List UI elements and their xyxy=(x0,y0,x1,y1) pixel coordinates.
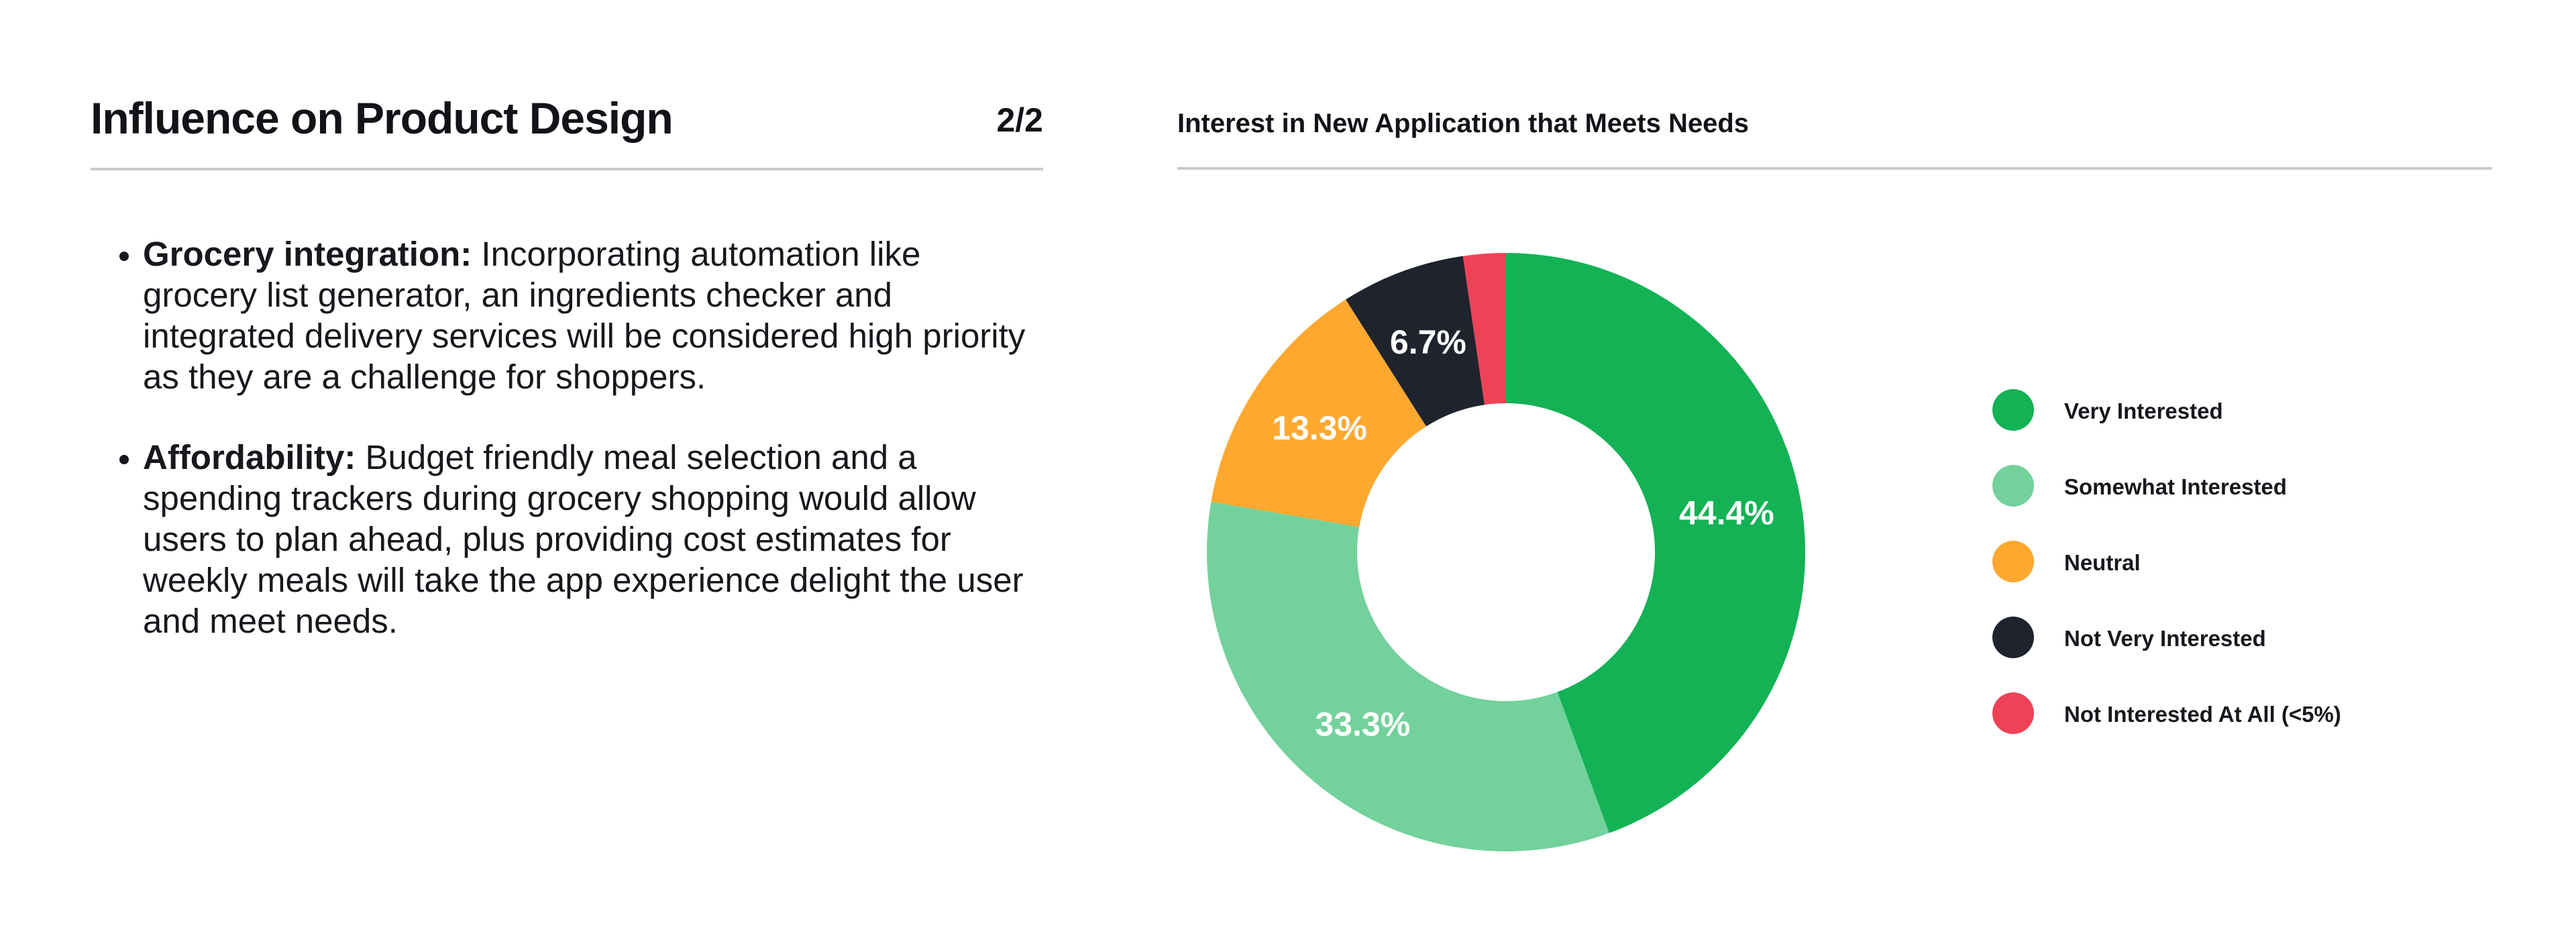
bullet-lead: Grocery integration: xyxy=(143,235,472,273)
bullet-affordability: Affordability: Budget friendly meal sele… xyxy=(143,437,1043,641)
donut-slice-very-interested xyxy=(1506,253,1805,833)
slice-label-neutral: 13.3% xyxy=(1272,409,1367,447)
legend-swatch xyxy=(1992,541,2034,582)
legend-label: Neutral xyxy=(2064,550,2141,575)
legend-swatch xyxy=(1992,692,2034,734)
legend-label: Not Very Interested xyxy=(2064,626,2266,651)
donut-slice-neutral xyxy=(1211,299,1427,527)
slice-label-very-interested: 44.4% xyxy=(1679,494,1774,532)
slide-header: Influence on Product Design 2/2 xyxy=(91,87,1043,170)
slice-label-somewhat-interested: 33.3% xyxy=(1315,706,1410,743)
legend-item-not-interested-at-all-5: Not Interested At All (<5%) xyxy=(1992,692,2475,734)
chart-title: Interest in New Application that Meets N… xyxy=(1177,109,1750,138)
donut-chart: 44.4% 33.3% 13.3% 6.7% xyxy=(1207,253,1805,851)
legend-item-somewhat-interested: Somewhat Interested xyxy=(1992,465,2475,507)
legend-label: Very Interested xyxy=(2064,399,2223,423)
legend-swatch xyxy=(1992,617,2034,658)
legend-item-neutral: Neutral xyxy=(1992,541,2475,582)
bullet-grocery-integration: Grocery integration: Incorporating autom… xyxy=(143,233,1043,397)
chart-header: Interest in New Application that Meets N… xyxy=(1177,87,2492,170)
slice-label-not-very-interested: 6.7% xyxy=(1390,323,1466,361)
page-title: Influence on Product Design xyxy=(91,93,674,143)
legend-item-not-very-interested: Not Very Interested xyxy=(1992,617,2475,658)
page-number: 2/2 xyxy=(996,101,1043,139)
donut-slice-not-interested-at-all-5 xyxy=(1462,253,1506,405)
bullet-lead: Affordability: xyxy=(143,438,356,476)
slice-labels-group: 44.4% 33.3% 13.3% 6.7% xyxy=(1272,323,1774,743)
legend-swatch xyxy=(1992,389,2034,431)
slices-group xyxy=(1207,253,1805,851)
bullet-text: Incorporating automation like grocery li… xyxy=(143,235,1026,396)
bullet-list: Grocery integration: Incorporating autom… xyxy=(91,233,1043,681)
bullet-text: Budget friendly meal selection and a spe… xyxy=(143,438,1024,640)
legend-swatch xyxy=(1992,465,2034,507)
legend-label: Not Interested At All (<5%) xyxy=(2064,702,2341,727)
legend-item-very-interested: Very Interested xyxy=(1992,389,2475,431)
donut-slice-not-very-interested xyxy=(1346,256,1485,427)
legend-label: Somewhat Interested xyxy=(2064,474,2287,499)
donut-slice-somewhat-interested xyxy=(1207,501,1609,851)
